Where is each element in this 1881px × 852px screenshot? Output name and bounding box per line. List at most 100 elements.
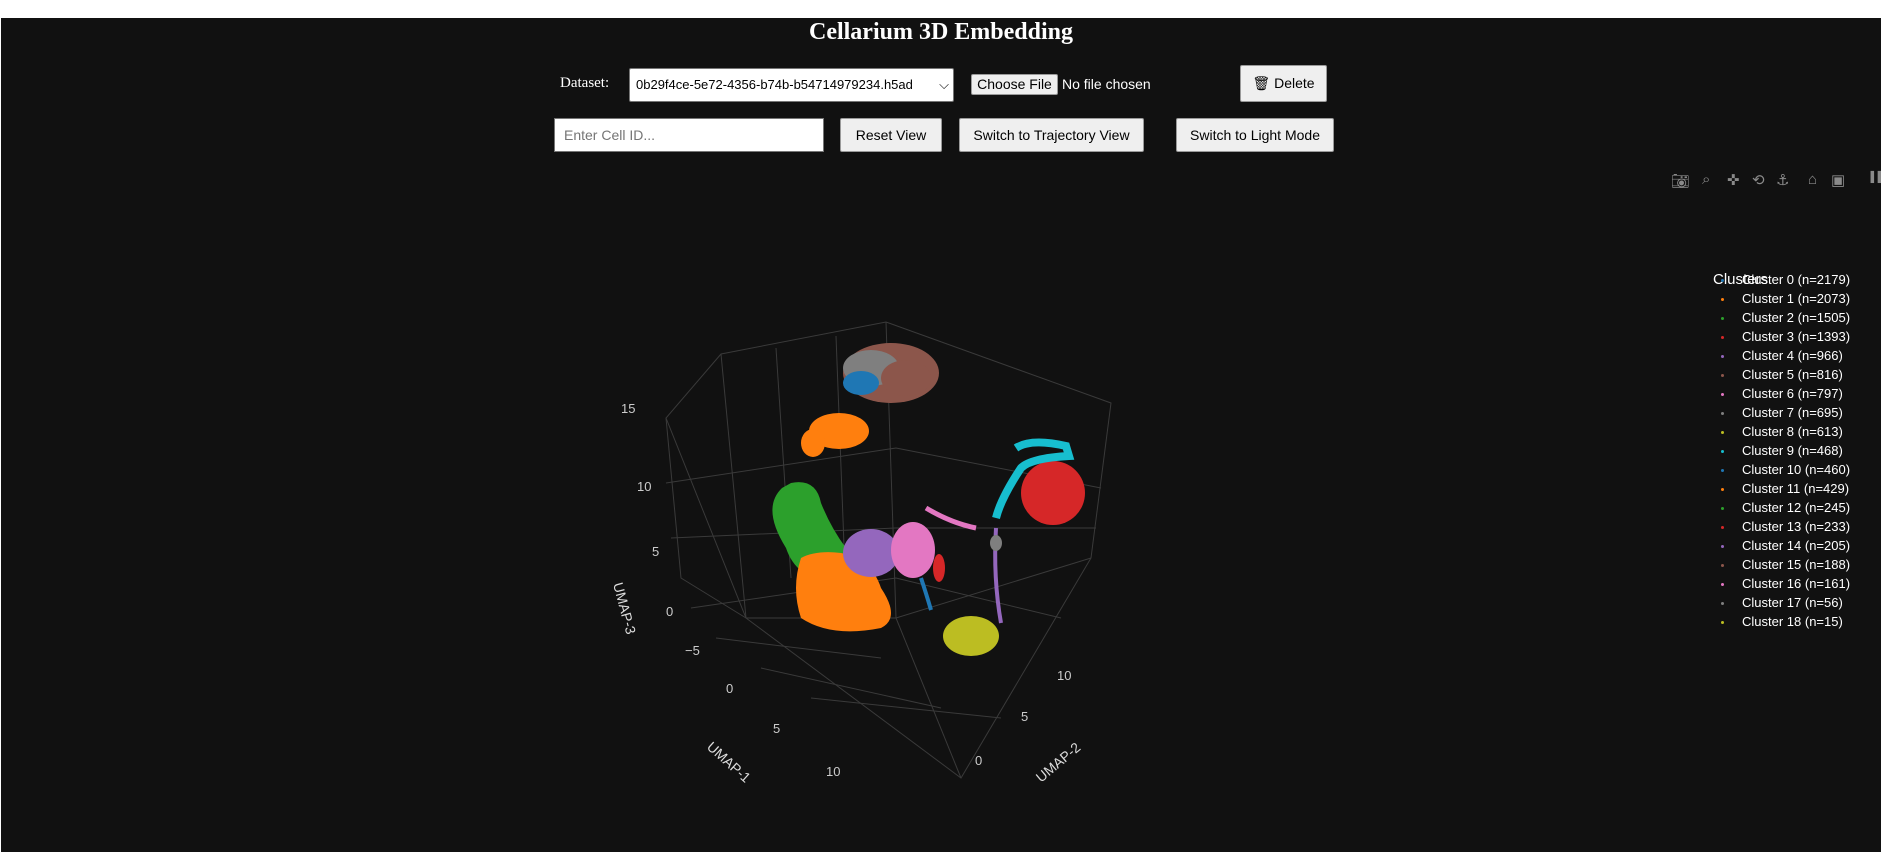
y-axis-title: UMAP-2 xyxy=(1033,739,1084,785)
legend-label: Cluster 6 (n=797) xyxy=(1742,386,1843,401)
legend-marker xyxy=(1721,431,1724,435)
x-axis-title: UMAP-1 xyxy=(704,738,754,785)
legend-label: Cluster 13 (n=233) xyxy=(1742,519,1851,534)
legend-marker xyxy=(1721,621,1724,625)
pan-icon[interactable]: ✜ xyxy=(1727,172,1740,189)
legend-item[interactable]: Cluster 13 (n=233) xyxy=(1721,519,1850,537)
axis-grid xyxy=(665,321,1112,779)
page-title: Cellarium 3D Embedding xyxy=(808,19,1074,45)
chevron-down-icon: ⌵ xyxy=(939,77,949,92)
legend-label: Cluster 0 (n=2179) xyxy=(1742,272,1851,287)
legend-item[interactable]: Cluster 11 (n=429) xyxy=(1721,481,1849,499)
legend-label: Cluster 18 (n=15) xyxy=(1742,614,1843,629)
legend-item[interactable]: Cluster 15 (n=188) xyxy=(1721,557,1850,575)
legend-label: Cluster 10 (n=460) xyxy=(1742,462,1851,477)
z-tick-label: 5 xyxy=(652,544,659,559)
legend-label: Cluster 14 (n=205) xyxy=(1742,538,1851,553)
legend-marker xyxy=(1721,507,1724,511)
y-tick-label: 10 xyxy=(1057,668,1071,683)
cluster-0-points xyxy=(843,371,879,395)
legend-marker xyxy=(1721,374,1724,378)
legend-marker xyxy=(1721,545,1724,549)
z-tick-label: 15 xyxy=(621,401,635,416)
legend-item[interactable]: Cluster 17 (n=56) xyxy=(1721,595,1843,613)
zoom-icon[interactable]: ⌕ xyxy=(1702,171,1711,188)
legend-item[interactable]: Cluster 8 (n=613) xyxy=(1721,424,1843,442)
cluster-13-points xyxy=(933,554,945,582)
legend-marker xyxy=(1721,469,1724,473)
legend-item[interactable]: Cluster 2 (n=1505) xyxy=(1721,310,1850,328)
legend-marker xyxy=(1721,336,1724,340)
z-tick-label: 0 xyxy=(666,604,673,619)
legend-marker xyxy=(1721,317,1724,321)
home-icon[interactable]: ⌂ xyxy=(1808,171,1818,188)
legend-item[interactable]: Cluster 6 (n=797) xyxy=(1721,386,1843,404)
legend-marker xyxy=(1721,602,1724,606)
cluster-4-points xyxy=(843,529,899,577)
cluster-6-points xyxy=(891,522,935,578)
legend-label: Cluster 5 (n=816) xyxy=(1742,367,1843,382)
legend-title: Clusters xyxy=(1713,271,1769,288)
legend-label: Cluster 9 (n=468) xyxy=(1742,443,1843,458)
legend-marker xyxy=(1721,526,1724,530)
trajectory-view-button[interactable]: Switch to Trajectory View xyxy=(959,118,1144,152)
cluster-3-points xyxy=(1021,461,1085,525)
cluster-8-points xyxy=(943,616,999,656)
legend-label: Cluster 11 (n=429) xyxy=(1742,481,1850,496)
turntable-icon[interactable]: ⚓︎ xyxy=(1776,172,1790,189)
legend-item[interactable]: Cluster 16 (n=161) xyxy=(1721,576,1850,594)
legend-label: Cluster 1 (n=2073) xyxy=(1742,291,1851,306)
light-mode-button[interactable]: Switch to Light Mode xyxy=(1176,118,1334,152)
legend-item[interactable]: Cluster 12 (n=245) xyxy=(1721,500,1850,518)
orbit-icon[interactable]: ⟲ xyxy=(1752,172,1765,189)
x-tick-label: 10 xyxy=(826,764,840,779)
legend-marker xyxy=(1721,355,1724,359)
legend-label: Cluster 8 (n=613) xyxy=(1742,424,1843,439)
y-tick-label: 5 xyxy=(1021,709,1028,724)
legend-item[interactable]: Cluster 5 (n=816) xyxy=(1721,367,1843,385)
legend-item[interactable]: Cluster 0 (n=2179) xyxy=(1721,272,1850,290)
scatter3d-scene[interactable]: UMAP-3 UMAP-1 UMAP-2 15 10 5 0 −5 0 5 10… xyxy=(1,18,1881,852)
file-status-text: No file chosen xyxy=(1062,76,1151,92)
legend-marker xyxy=(1721,298,1724,302)
legend-marker xyxy=(1721,450,1724,454)
legend-item[interactable]: Cluster 7 (n=695) xyxy=(1721,405,1843,423)
choose-file-button[interactable]: Choose File xyxy=(971,74,1058,95)
z-axis-title: UMAP-3 xyxy=(610,581,639,636)
dataset-label: Dataset: xyxy=(560,75,610,91)
legend-item[interactable]: Cluster 9 (n=468) xyxy=(1721,443,1843,461)
legend-label: Cluster 17 (n=56) xyxy=(1742,595,1843,610)
legend-label: Cluster 16 (n=161) xyxy=(1742,576,1851,591)
cell-id-input[interactable]: Enter Cell ID... xyxy=(554,118,824,152)
z-tick-label: 10 xyxy=(637,479,651,494)
legend-label: Cluster 3 (n=1393) xyxy=(1742,329,1851,344)
dataset-select-value: 0b29f4ce-5e72-4356-b74b-b54714979234.h5a… xyxy=(636,77,913,92)
legend-marker xyxy=(1721,412,1724,416)
legend-item[interactable]: Cluster 18 (n=15) xyxy=(1721,614,1843,632)
legend-item[interactable]: Cluster 3 (n=1393) xyxy=(1721,329,1850,347)
dataset-select[interactable]: 0b29f4ce-5e72-4356-b74b-b54714979234.h5a… xyxy=(629,68,954,102)
video-icon[interactable]: ▣ xyxy=(1831,172,1846,189)
legend-label: Cluster 7 (n=695) xyxy=(1742,405,1843,420)
delete-button[interactable]: 🗑 Delete xyxy=(1240,65,1327,102)
legend-item[interactable]: Cluster 1 (n=2073) xyxy=(1721,291,1850,309)
legend-label: Cluster 15 (n=188) xyxy=(1742,557,1851,572)
reset-view-button[interactable]: Reset View xyxy=(840,118,942,152)
cluster-5-points xyxy=(881,360,931,396)
legend-item[interactable]: Cluster 4 (n=966) xyxy=(1721,348,1843,366)
legend-marker xyxy=(1721,564,1724,568)
y-tick-label: 0 xyxy=(975,753,982,768)
x-tick-label: 5 xyxy=(773,721,780,736)
legend-item[interactable]: Cluster 14 (n=205) xyxy=(1721,538,1850,556)
legend-item[interactable]: Cluster 10 (n=460) xyxy=(1721,462,1850,480)
legend-label: Cluster 4 (n=966) xyxy=(1742,348,1843,363)
legend-marker xyxy=(1721,488,1724,492)
legend-marker xyxy=(1721,583,1724,587)
legend-marker xyxy=(1721,393,1724,397)
legend-label: Cluster 2 (n=1505) xyxy=(1742,310,1851,325)
camera-icon[interactable]: 📷︎ xyxy=(1671,173,1691,190)
plotly-logo-icon[interactable]: ▐▐ xyxy=(1867,172,1881,183)
scatter-clusters xyxy=(772,343,1085,656)
cluster-9-points xyxy=(992,438,1075,520)
legend-marker xyxy=(1721,279,1724,283)
